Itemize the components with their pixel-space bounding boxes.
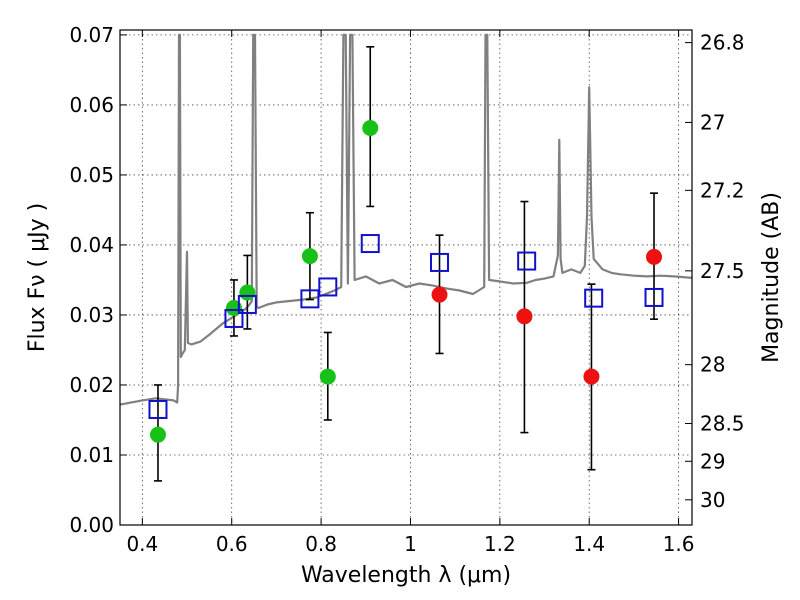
y-tick-label: 0.03 [69, 303, 114, 327]
data-point [362, 120, 379, 137]
x-tick-label: 1.4 [573, 532, 605, 556]
model-point [360, 234, 380, 254]
model-point [430, 252, 450, 272]
grid [120, 30, 692, 526]
model-point [237, 294, 257, 314]
x-tick-label: 1.2 [484, 532, 516, 556]
y-tick-label: 0.07 [69, 23, 114, 47]
data-point [431, 286, 448, 303]
y2-tick-label: 27.2 [700, 178, 745, 202]
data-markers [148, 120, 664, 443]
model-point [644, 287, 664, 307]
x-tick-label: 0.6 [216, 532, 248, 556]
model-point [517, 251, 537, 271]
y2-tick-label: 30 [700, 488, 725, 512]
data-point [239, 284, 256, 301]
y-tick-label: 0.06 [69, 93, 114, 117]
right-axis-label: Magnitude (AB) [759, 192, 784, 363]
y-tick-label: 0.05 [69, 163, 114, 187]
axis-ticks: 0.4 0.6 0.8 1 1.2 1.4 1.6 0.00 0.01 0.02 0.03 0.04 0… [69, 23, 744, 556]
y-axis-label: Flux Fν ( μJy ) [25, 203, 50, 352]
y-tick-label: 0.00 [69, 513, 114, 537]
y-tick-label: 0.01 [69, 443, 114, 467]
data-point [646, 248, 663, 265]
spectrum-layer [119, 33, 693, 406]
x-tick-label: 0.8 [305, 532, 337, 556]
y2-tick-label: 27.5 [700, 259, 745, 283]
model-point [148, 399, 168, 419]
data-point [583, 368, 600, 385]
x-axis-label: Wavelength λ (μm) [301, 563, 511, 588]
data-point [301, 248, 318, 265]
data-point [149, 426, 166, 443]
x-tick-label: 0.4 [126, 532, 158, 556]
spectrum-line [119, 33, 693, 406]
x-tick-label: 1 [404, 532, 417, 556]
y2-tick-label: 26.8 [700, 31, 745, 55]
data-point [319, 368, 336, 385]
y2-tick-label: 29 [700, 449, 725, 473]
plot-frame [119, 29, 693, 526]
model-point [300, 289, 320, 309]
model-point [584, 288, 604, 308]
y2-tick-label: 28.5 [700, 411, 745, 435]
y-tick-label: 0.02 [69, 373, 114, 397]
x-tick-label: 1.6 [663, 532, 695, 556]
model-point [224, 308, 244, 328]
y-tick-label: 0.04 [69, 233, 114, 257]
error-bars [153, 46, 659, 482]
model-point [318, 277, 338, 297]
y2-tick-label: 28 [700, 353, 725, 377]
data-point [516, 308, 533, 325]
y2-tick-label: 27 [700, 110, 725, 134]
